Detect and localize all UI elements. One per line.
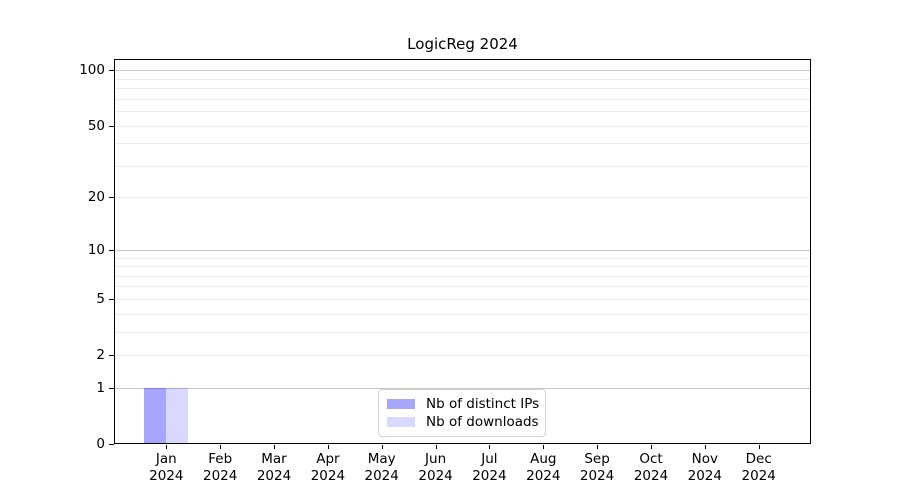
y-tick-label: 20 xyxy=(87,189,105,206)
gridline-minor xyxy=(114,355,811,356)
y-tick-label: 5 xyxy=(96,290,105,307)
legend-entry: Nb of downloads xyxy=(387,413,539,431)
bar-downloads xyxy=(166,387,189,444)
x-tick-mark xyxy=(704,445,706,449)
chart-title: LogicReg 2024 xyxy=(407,35,518,53)
gridline-minor xyxy=(114,111,811,113)
y-tick-mark xyxy=(109,387,114,389)
gridline-minor xyxy=(114,143,811,145)
legend-label: Nb of distinct IPs xyxy=(426,396,540,412)
x-tick-label: Apr 2024 xyxy=(310,451,346,484)
x-tick-mark xyxy=(758,445,760,449)
x-tick-mark xyxy=(543,445,545,449)
gridline-minor xyxy=(114,98,811,100)
bar-distinct-ips xyxy=(144,387,167,444)
y-tick-label: 0 xyxy=(96,436,105,452)
x-tick-mark xyxy=(651,445,652,449)
x-tick-mark xyxy=(274,445,275,449)
x-tick-mark xyxy=(381,445,383,449)
y-tick-mark xyxy=(109,355,114,356)
x-tick-mark xyxy=(597,445,599,449)
y-tick-label: 10 xyxy=(87,241,105,258)
y-tick-mark xyxy=(109,444,114,445)
y-tick-mark xyxy=(109,125,114,127)
legend-swatch xyxy=(387,399,415,409)
gridline-minor xyxy=(114,275,811,277)
gridline-minor xyxy=(114,88,811,90)
gridline-major xyxy=(114,70,811,72)
y-tick-label: 1 xyxy=(96,379,105,396)
x-tick-label: Feb 2024 xyxy=(203,451,238,484)
x-tick-label: Sep 2024 xyxy=(579,451,615,484)
gridline-minor xyxy=(114,331,811,333)
gridline-minor xyxy=(114,257,811,259)
legend-label: Nb of downloads xyxy=(426,414,539,430)
x-tick-label: Mar 2024 xyxy=(256,451,292,484)
x-tick-label: Jan 2024 xyxy=(149,451,184,484)
x-tick-mark xyxy=(166,445,168,449)
gridline-major xyxy=(114,249,811,251)
gridline-minor xyxy=(114,197,811,199)
gridline-minor xyxy=(114,78,811,80)
x-tick-mark xyxy=(489,445,491,449)
x-tick-label: Aug 2024 xyxy=(526,451,561,484)
y-tick-mark xyxy=(109,249,114,251)
legend-entry: Nb of distinct IPs xyxy=(387,395,540,413)
y-tick-mark xyxy=(109,70,114,72)
x-tick-label: Jul 2024 xyxy=(472,451,507,484)
y-tick-label: 100 xyxy=(79,62,105,79)
gridline-minor xyxy=(114,165,811,167)
gridline-minor xyxy=(114,313,811,315)
x-tick-label: Oct 2024 xyxy=(633,451,669,484)
y-tick-mark xyxy=(109,298,114,300)
gridline-major xyxy=(114,387,811,389)
legend-swatch xyxy=(387,417,415,427)
legend-box: Nb of distinct IPs Nb of downloads xyxy=(378,389,546,437)
x-tick-mark xyxy=(220,445,222,449)
x-tick-label: Jun 2024 xyxy=(418,451,453,484)
plot-area xyxy=(114,59,811,444)
x-tick-mark xyxy=(435,445,437,449)
x-tick-label: May 2024 xyxy=(364,451,399,484)
y-tick-mark xyxy=(109,197,114,199)
x-tick-label: Nov 2024 xyxy=(687,451,722,484)
gridline-minor xyxy=(114,125,811,127)
x-tick-mark xyxy=(327,445,329,449)
x-tick-label: Dec 2024 xyxy=(741,451,776,484)
gridline-minor xyxy=(114,286,811,288)
y-tick-label: 50 xyxy=(87,117,105,134)
gridline-minor xyxy=(114,266,811,267)
y-tick-label: 2 xyxy=(96,347,105,363)
gridline-minor xyxy=(114,298,811,300)
